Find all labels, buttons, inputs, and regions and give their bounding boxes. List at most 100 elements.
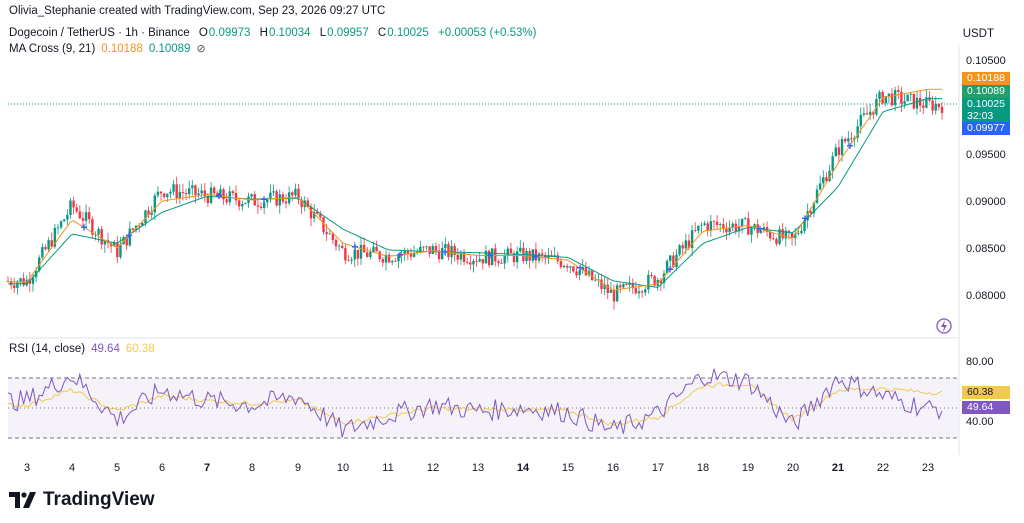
candle-body bbox=[116, 242, 119, 258]
candle-body bbox=[84, 212, 88, 221]
candle-body bbox=[878, 92, 881, 100]
candle-body bbox=[884, 96, 887, 104]
candle-body bbox=[753, 224, 756, 229]
candle-body bbox=[159, 191, 163, 194]
ma-cross-marker: + bbox=[215, 189, 222, 203]
candle-body bbox=[800, 230, 803, 234]
ma-cross-marker: + bbox=[351, 240, 358, 254]
candle-body bbox=[940, 106, 944, 113]
ma-fast-value: 0.10188 bbox=[101, 43, 143, 55]
candle-body bbox=[325, 232, 328, 235]
candle-body bbox=[628, 282, 631, 285]
candle-body bbox=[793, 233, 797, 239]
candle-body bbox=[703, 223, 706, 225]
ma-cross-marker: + bbox=[801, 212, 808, 226]
candle-body bbox=[234, 193, 238, 201]
candle-body bbox=[612, 289, 616, 302]
candle-body bbox=[191, 185, 194, 189]
candle-body bbox=[197, 193, 200, 195]
candle-body bbox=[931, 100, 934, 111]
candle-body bbox=[297, 188, 300, 200]
ma-cross-legend[interactable]: MA Cross (9, 21) 0.10188 0.10089 ⊘ bbox=[9, 42, 206, 55]
candle-body bbox=[156, 191, 160, 196]
candle-body bbox=[353, 249, 356, 260]
candle-body bbox=[250, 194, 253, 197]
ma-cross-marker: + bbox=[531, 250, 538, 264]
candle-body bbox=[59, 221, 63, 228]
eye-crossed-icon[interactable]: ⊘ bbox=[196, 43, 206, 55]
candle-body bbox=[672, 255, 675, 268]
candle-body bbox=[97, 228, 100, 235]
candle-body bbox=[487, 250, 491, 266]
candle-body bbox=[678, 245, 681, 255]
candle-body bbox=[375, 246, 378, 252]
ma-fast-line bbox=[8, 88, 942, 291]
candle-body bbox=[372, 246, 375, 252]
time-tick: 16 bbox=[606, 462, 620, 474]
candle-body bbox=[744, 218, 747, 220]
candle-body bbox=[925, 97, 928, 108]
time-tick: 9 bbox=[294, 462, 302, 474]
candle-body bbox=[575, 271, 578, 276]
candle-body bbox=[284, 201, 288, 204]
candle-body bbox=[659, 279, 663, 284]
rsi-legend[interactable]: RSI (14, close) 49.64 60.38 bbox=[9, 343, 155, 355]
candle-body bbox=[9, 281, 13, 286]
candle-body bbox=[434, 246, 438, 251]
candle-body bbox=[697, 225, 700, 231]
ma-cross-marker: + bbox=[80, 220, 87, 234]
candle-body bbox=[725, 228, 728, 233]
candle-body bbox=[391, 261, 394, 263]
time-tick: 7 bbox=[203, 462, 211, 474]
candle-body bbox=[622, 284, 625, 288]
candle-body bbox=[706, 223, 709, 231]
candle-body bbox=[637, 291, 641, 294]
tradingview-logo: TradingView bbox=[9, 489, 155, 511]
close-label: C bbox=[377, 27, 387, 39]
candle-body bbox=[512, 253, 516, 263]
candle-body bbox=[609, 289, 613, 293]
candle-body bbox=[69, 200, 72, 215]
candle-body bbox=[569, 266, 572, 268]
price-tick: 0.08500 bbox=[966, 243, 1006, 255]
time-tick: 12 bbox=[426, 462, 440, 474]
candle-body bbox=[834, 147, 837, 157]
symbol-name[interactable]: Dogecoin / TetherUS · 1h · Binance bbox=[9, 27, 190, 39]
candle-body bbox=[53, 227, 57, 247]
candle-body bbox=[903, 101, 906, 104]
candle-body bbox=[459, 253, 463, 260]
candle-body bbox=[237, 200, 241, 207]
candle-body bbox=[88, 212, 91, 220]
candle-body bbox=[272, 191, 275, 193]
candle-body bbox=[187, 188, 191, 195]
candle-body bbox=[462, 253, 466, 262]
candle-body bbox=[937, 103, 941, 107]
candle-body bbox=[403, 250, 406, 255]
rsi-line bbox=[7, 368, 943, 438]
candle-body bbox=[378, 251, 381, 260]
rsi-tick: 80.00 bbox=[966, 356, 994, 368]
candle-body bbox=[453, 246, 456, 255]
candle-body bbox=[644, 289, 647, 293]
candle-body bbox=[553, 255, 556, 257]
candle-body bbox=[331, 233, 335, 240]
candle-body bbox=[694, 230, 697, 231]
candle-body bbox=[291, 192, 294, 196]
candle-body bbox=[469, 262, 472, 265]
candle-body bbox=[175, 184, 178, 198]
candle-body bbox=[859, 114, 862, 127]
ma-cross-marker: + bbox=[846, 139, 853, 153]
candle-body bbox=[334, 239, 338, 247]
candle-body bbox=[856, 126, 859, 138]
candle-body bbox=[915, 97, 919, 109]
lightning-icon[interactable] bbox=[936, 318, 952, 334]
candle-body bbox=[934, 103, 937, 111]
candle-body bbox=[847, 138, 850, 142]
candle-body bbox=[747, 218, 750, 235]
candle-body bbox=[75, 207, 78, 212]
candle-body bbox=[506, 248, 509, 256]
ma-cross-markers: + + + + + + + + + + + + + + bbox=[80, 139, 853, 277]
tradingview-logo-icon bbox=[9, 492, 36, 508]
candle-body bbox=[256, 205, 260, 207]
